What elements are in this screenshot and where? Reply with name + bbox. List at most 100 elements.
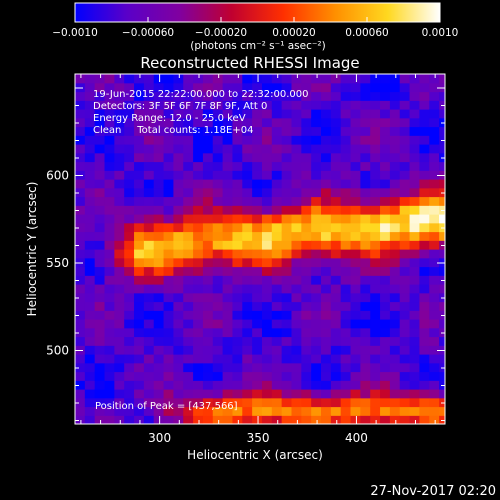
heatmap-cell (183, 362, 194, 373)
heatmap-cell (311, 310, 322, 320)
heatmap-cell (222, 144, 234, 154)
heatmap-cell (143, 135, 155, 145)
heatmap-cell (419, 82, 430, 93)
heatmap-cell (242, 126, 253, 136)
heatmap-cell (340, 82, 352, 93)
heatmap-cell (252, 135, 263, 145)
heatmap-cell (340, 266, 352, 276)
heatmap-cell (183, 380, 194, 390)
heatmap-cell (439, 389, 445, 399)
heatmap-cell (281, 319, 293, 329)
heatmap-cell (222, 135, 234, 145)
heatmap-cell (84, 327, 96, 338)
heatmap-cell (409, 301, 421, 311)
heatmap-cell (134, 249, 145, 259)
heatmap-cell (153, 74, 165, 84)
heatmap-cell (291, 345, 302, 355)
heatmap-cell (291, 74, 302, 84)
heatmap-cell (84, 319, 96, 329)
heatmap-cell (163, 152, 174, 163)
heatmap-cell (389, 362, 401, 373)
heatmap-cell (340, 249, 352, 259)
heatmap-cell (202, 187, 214, 198)
heatmap-cell (252, 371, 263, 381)
heatmap-cell (94, 196, 106, 206)
heatmap-cell (183, 109, 194, 119)
heatmap-cell (212, 109, 224, 119)
heatmap-cell (163, 354, 174, 364)
heatmap-cell (84, 345, 96, 355)
heatmap-cell (311, 345, 322, 355)
heatmap-cell (75, 74, 86, 84)
heatmap-cell (84, 187, 96, 198)
heatmap-cell (281, 266, 293, 276)
heatmap-cell (153, 126, 165, 136)
heatmap-cell (399, 397, 411, 408)
heatmap-cell (291, 275, 302, 285)
heatmap-cell (202, 74, 214, 84)
heatmap-cell (242, 301, 253, 311)
heatmap-cell (153, 292, 165, 303)
heatmap-cell (104, 266, 115, 276)
heatmap-cell (104, 144, 115, 154)
heatmap-cell (153, 266, 165, 276)
heatmap-cell (439, 380, 445, 390)
heatmap-cell (261, 266, 273, 276)
heatmap-cell (202, 240, 214, 250)
heatmap-cell (321, 389, 332, 399)
heatmap-cell (143, 74, 155, 84)
heatmap-cell (212, 284, 224, 294)
heatmap-cell (252, 144, 263, 154)
heatmap-cell (124, 214, 135, 224)
heatmap-cell (163, 275, 174, 285)
heatmap-cell (261, 126, 273, 136)
heatmap-cell (143, 152, 155, 163)
heatmap-cell (183, 144, 194, 154)
heatmap-cell (124, 292, 135, 303)
heatmap-cell (222, 214, 234, 224)
heatmap-cell (202, 117, 214, 128)
heatmap-cell (429, 362, 440, 373)
heatmap-cell (311, 336, 322, 346)
heatmap-cell (350, 354, 361, 364)
heatmap-cell (134, 415, 145, 424)
heatmap-cell (350, 231, 361, 241)
heatmap-cell (350, 91, 361, 101)
heatmap-cell (183, 389, 194, 399)
heatmap-cell (439, 284, 445, 294)
heatmap-cell (183, 266, 194, 276)
heatmap-cell (311, 380, 322, 390)
heatmap-cell (399, 240, 411, 250)
heatmap-cell (222, 170, 234, 180)
heatmap-cell (429, 397, 440, 408)
heatmap-cell (252, 275, 263, 285)
heatmap-cell (114, 214, 125, 224)
heatmap-cell (84, 152, 96, 163)
heatmap-cell (75, 161, 86, 171)
heatmap-cell (183, 82, 194, 93)
heatmap-cell (311, 205, 322, 215)
heatmap-cell (173, 117, 184, 128)
x-tick-label: 350 (247, 431, 270, 445)
heatmap-cell (281, 345, 293, 355)
heatmap-cell (291, 214, 302, 224)
heatmap-cell (134, 345, 145, 355)
heatmap-cell (419, 354, 430, 364)
heatmap-cell (232, 205, 243, 215)
heatmap-cell (252, 380, 263, 390)
heatmap-cell (75, 152, 86, 163)
heatmap-cell (271, 406, 283, 416)
heatmap-cell (163, 362, 174, 373)
heatmap-cell (94, 170, 106, 180)
heatmap-cell (301, 275, 312, 285)
heatmap-cell (330, 327, 342, 338)
heatmap-cell (252, 214, 263, 224)
heatmap-cell (163, 187, 174, 198)
heatmap-cell (153, 205, 165, 215)
heatmap-cell (370, 319, 381, 329)
heatmap-cell (301, 152, 312, 163)
heatmap-cell (399, 214, 411, 224)
heatmap-cell (124, 205, 135, 215)
heatmap-cell (202, 380, 214, 390)
heatmap-cell (193, 380, 204, 390)
